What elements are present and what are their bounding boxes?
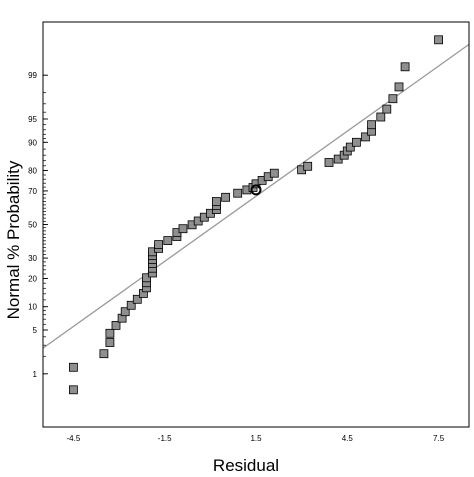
y-tick-label: 1 bbox=[33, 370, 38, 379]
data-point bbox=[221, 192, 231, 202]
data-point bbox=[105, 338, 115, 347]
highlighted-point bbox=[250, 184, 262, 196]
y-tick-label: 80 bbox=[28, 167, 37, 176]
data-point bbox=[211, 197, 221, 206]
x-tick-label: -1.5 bbox=[158, 434, 172, 443]
data-point bbox=[120, 307, 130, 317]
x-tick-label: 1.5 bbox=[250, 434, 262, 443]
data-point bbox=[400, 62, 410, 72]
y-tick-label: 95 bbox=[28, 115, 37, 124]
data-point bbox=[126, 300, 136, 310]
y-tick-label: 99 bbox=[28, 71, 37, 80]
data-point bbox=[434, 35, 444, 45]
data-point bbox=[142, 273, 151, 283]
data-point bbox=[351, 137, 361, 147]
data-point bbox=[376, 112, 386, 122]
x-tick-label: -4.5 bbox=[67, 434, 81, 443]
data-point bbox=[69, 362, 78, 372]
data-point bbox=[361, 132, 370, 142]
data-point bbox=[367, 120, 377, 130]
y-tick-label: 50 bbox=[28, 221, 37, 230]
x-tick-label: 4.5 bbox=[342, 434, 354, 443]
data-point bbox=[388, 94, 398, 104]
data-point bbox=[69, 385, 78, 395]
data-point bbox=[111, 320, 121, 330]
data-point bbox=[345, 142, 355, 152]
x-axis-title: Residual bbox=[213, 456, 279, 475]
data-point bbox=[303, 161, 313, 171]
data-point bbox=[99, 349, 109, 359]
y-tick-label: 70 bbox=[28, 187, 37, 196]
y-axis-title: Normal % Probability bbox=[4, 160, 23, 319]
data-point bbox=[394, 82, 404, 92]
y-tick-label: 20 bbox=[28, 275, 37, 284]
data-point bbox=[382, 104, 392, 114]
data-point bbox=[163, 236, 173, 246]
data-point bbox=[324, 158, 334, 167]
data-point bbox=[178, 224, 188, 234]
x-tick-label: 7.5 bbox=[433, 434, 445, 443]
y-tick-label: 10 bbox=[28, 303, 37, 312]
y-tick-label: 5 bbox=[33, 326, 38, 335]
data-point bbox=[269, 168, 279, 178]
data-point bbox=[105, 328, 115, 338]
y-tick-label: 30 bbox=[28, 254, 37, 263]
y-tick-label: 90 bbox=[28, 138, 37, 147]
data-point bbox=[233, 188, 243, 198]
data-point bbox=[132, 294, 142, 304]
data-point bbox=[154, 240, 164, 250]
reference-line bbox=[42, 43, 470, 349]
